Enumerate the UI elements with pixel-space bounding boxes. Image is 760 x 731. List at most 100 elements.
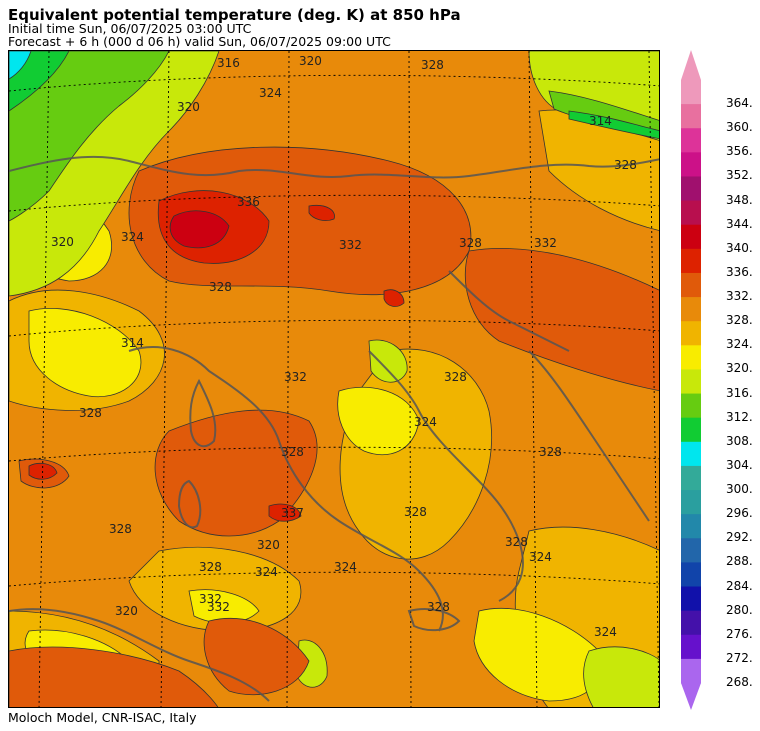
colorbar-tick-label: 348. [726,192,753,207]
colorbar-tick-label: 320. [726,361,753,376]
colorbar-swatch [681,417,701,443]
colorbar-swatch [681,465,701,491]
contour-label: 332 [534,236,557,250]
colorbar-swatch [681,490,701,515]
colorbar-swatch [681,562,701,588]
contour-label: 328 [444,370,467,384]
forecast-validity-label: Forecast + 6 h (000 d 06 h) valid Sun, 0… [8,34,391,49]
colorbar-swatch [681,658,701,684]
contour-label: 328 [199,560,222,574]
contour-label: 328 [539,445,562,459]
contour-label: 320 [257,538,280,552]
colorbar-swatch [681,393,701,419]
contour-label: 332 [339,238,362,252]
colorbar-swatch [681,176,701,202]
lat-lon-grid [9,51,659,707]
colorbar-tick-label: 328. [726,313,753,328]
initial-time-label: Initial time Sun, 06/07/2025 03:00 UTC [8,21,252,36]
contour-label: 328 [614,158,637,172]
map-canvas: 316 320 320 328 324 314 328 320 328 324 … [9,51,659,707]
contour-label: 328 [505,535,528,549]
colorbar-swatch [681,80,701,105]
contour-label: 320 [177,100,200,114]
colorbar-tick-label: 344. [726,216,753,231]
colorbar-swatch [681,128,701,153]
contour-label: 324 [259,86,282,100]
contour-label: 324 [594,625,617,639]
contour-label: 328 [281,445,304,459]
contour-label: 328 [404,505,427,519]
colorbar-tick-label: 276. [726,626,753,641]
colorbar-tick-label: 288. [726,554,753,569]
colorbar-swatch [681,152,701,177]
colorbar-tick-label: 340. [726,240,753,255]
field-308 [9,51,659,140]
colorbar-tick-label: 292. [726,530,753,545]
contour-label: 320 [51,235,74,249]
colorbar-swatch [681,538,701,563]
contour-label: 314 [121,336,144,350]
theta-e-map: 316 320 320 328 324 314 328 320 328 324 … [8,50,660,708]
colorbar-swatch [681,345,701,370]
contour-label: 314 [589,114,612,128]
chart-title: Equivalent potential temperature (deg. K… [8,6,461,24]
colorbar-tick-label: 352. [726,168,753,183]
contour-label: 320 [115,604,138,618]
colorbar-swatch [681,248,701,274]
contour-label: 324 [334,560,357,574]
colorbar-tick-label: 324. [726,337,753,352]
colorbar-tick-label: 280. [726,602,753,617]
colorbar-tick-label: 272. [726,650,753,665]
contour-label: 320 [299,54,322,68]
model-credit: Moloch Model, CNR-ISAC, Italy [8,710,197,725]
colorbar-tick-label: 284. [726,578,753,593]
colorbar-tick-label: 296. [726,506,753,521]
colorbar-top-arrow [681,50,701,80]
colorbar-tick-label: 360. [726,120,753,135]
colorbar-swatch [681,321,701,346]
contour-label: 328 [427,600,450,614]
field-304 [9,51,32,80]
colorbar-tick-label: 332. [726,289,753,304]
colorbar-bottom-arrow [681,683,701,710]
contour-label: 332 [207,600,230,614]
colorbar-swatch [681,634,701,660]
colorbar-swatch [681,200,701,226]
colorbar-tick-label: 300. [726,482,753,497]
contour-label: 332 [284,370,307,384]
colorbar-swatch [681,610,701,636]
colorbar-tick-label: 308. [726,433,753,448]
colorbar-tick-label: 304. [726,457,753,472]
colorbar-swatch [681,104,701,129]
colorbar-tick-label: 364. [726,96,753,111]
contour-labels: 316 320 320 328 324 314 328 320 328 324 … [51,54,637,639]
contour-label: 328 [79,406,102,420]
coastlines [9,155,659,702]
contour-label: 324 [529,550,552,564]
colorbar-tick-label: 356. [726,144,753,159]
colorbar-swatch [681,369,701,395]
contour-label: 328 [109,522,132,536]
colorbar-swatch [681,272,701,298]
contour-label: 328 [421,58,444,72]
contour-label: 324 [255,565,278,579]
colorbar-swatch [681,514,701,539]
colorbar-swatch [681,441,701,467]
colorbar-tick-label: 312. [726,409,753,424]
contour-label: 328 [209,280,232,294]
contour-label: 324 [121,230,144,244]
contour-label: 328 [459,236,482,250]
contour-label: 324 [414,415,437,429]
colorbar-tick-label: 336. [726,264,753,279]
colorbar-swatch [681,586,701,612]
colorbar [681,50,701,710]
colorbar-swatch [681,297,701,322]
colorbar-tick-label: 268. [726,675,753,689]
field-340 [169,210,230,249]
colorbar-swatch [681,224,701,250]
colorbar-tick-label: 316. [726,385,753,400]
contour-label: 316 [217,56,240,70]
contour-label: 337 [281,506,304,520]
contour-label: 336 [237,195,260,209]
contour-label: 332 [199,592,222,606]
